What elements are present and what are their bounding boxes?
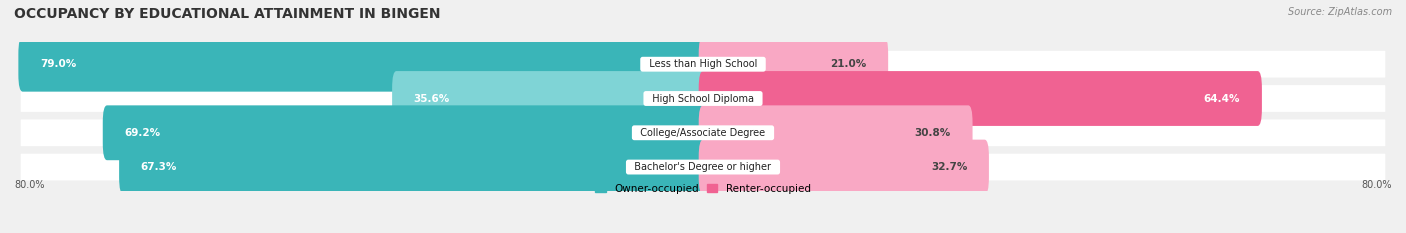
FancyBboxPatch shape (21, 51, 1385, 78)
Text: 64.4%: 64.4% (1204, 93, 1240, 103)
Text: Bachelor's Degree or higher: Bachelor's Degree or higher (628, 162, 778, 172)
FancyBboxPatch shape (699, 140, 988, 195)
Text: 67.3%: 67.3% (141, 162, 177, 172)
FancyBboxPatch shape (18, 37, 707, 92)
Legend: Owner-occupied, Renter-occupied: Owner-occupied, Renter-occupied (591, 179, 815, 198)
FancyBboxPatch shape (699, 105, 973, 160)
FancyBboxPatch shape (120, 140, 707, 195)
FancyBboxPatch shape (21, 85, 1385, 112)
Text: High School Diploma: High School Diploma (645, 93, 761, 103)
Text: College/Associate Degree: College/Associate Degree (634, 128, 772, 138)
Text: Source: ZipAtlas.com: Source: ZipAtlas.com (1288, 7, 1392, 17)
Text: OCCUPANCY BY EDUCATIONAL ATTAINMENT IN BINGEN: OCCUPANCY BY EDUCATIONAL ATTAINMENT IN B… (14, 7, 440, 21)
FancyBboxPatch shape (392, 71, 707, 126)
Text: 69.2%: 69.2% (124, 128, 160, 138)
Text: 30.8%: 30.8% (915, 128, 950, 138)
Text: 32.7%: 32.7% (931, 162, 967, 172)
FancyBboxPatch shape (699, 71, 1263, 126)
FancyBboxPatch shape (103, 105, 707, 160)
FancyBboxPatch shape (21, 154, 1385, 180)
Text: 79.0%: 79.0% (39, 59, 76, 69)
Text: Less than High School: Less than High School (643, 59, 763, 69)
Text: 80.0%: 80.0% (1361, 180, 1392, 190)
FancyBboxPatch shape (699, 37, 889, 92)
Text: 80.0%: 80.0% (14, 180, 45, 190)
Text: 21.0%: 21.0% (831, 59, 866, 69)
FancyBboxPatch shape (21, 120, 1385, 146)
Text: 35.6%: 35.6% (413, 93, 450, 103)
